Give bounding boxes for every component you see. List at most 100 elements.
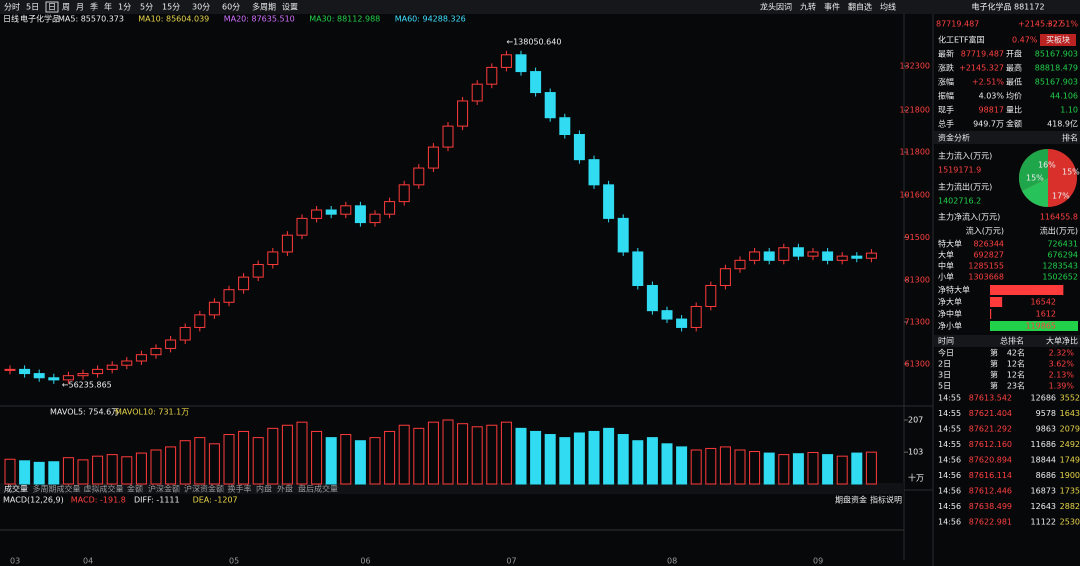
period-tab[interactable]: 日 [48, 3, 56, 12]
net-flow-bar [990, 285, 1064, 295]
period-tab[interactable]: 30分 [192, 3, 210, 12]
volume-bar [340, 434, 352, 485]
candle [194, 314, 206, 328]
candle [617, 217, 629, 253]
net-flow-label: 净中单 [938, 309, 962, 319]
period-tab[interactable]: 设置 [282, 2, 298, 12]
macd-button[interactable]: 期盘资金 [835, 495, 867, 505]
candle [822, 251, 834, 261]
rank-word: 第 [990, 359, 998, 369]
candle [603, 184, 615, 219]
volume-tab[interactable]: 沪深资金额 [184, 484, 224, 494]
rank-period: 2日 [938, 360, 951, 369]
indicator: MA30: 88112.988 [309, 15, 380, 24]
volume-bar [77, 459, 89, 485]
period-tab[interactable]: 15分 [162, 3, 180, 12]
volume-bar [281, 424, 293, 485]
volume-tab[interactable]: 内盘 [256, 484, 272, 494]
quote-label: 开盘 [1006, 49, 1022, 59]
period-tab[interactable]: 多周期 [252, 2, 276, 12]
period-tab[interactable]: 周 [62, 3, 70, 12]
tick-count: 1749 [1060, 456, 1080, 465]
volume-bar [194, 437, 206, 485]
tool-button[interactable]: 龙头因词 [760, 2, 792, 12]
candle [471, 83, 483, 102]
volume-tab[interactable]: 外盘 [277, 484, 293, 494]
rank-button[interactable]: 排名 [1062, 133, 1078, 143]
volume-tab[interactable]: 成交量 [4, 484, 28, 494]
volume-tab[interactable]: 金额 [127, 484, 143, 494]
tool-button[interactable]: 事件 [824, 2, 840, 12]
macd-button[interactable]: 指标说明 [870, 495, 902, 505]
tick-count: 1643 [1060, 409, 1080, 418]
rank-ratio: 2.32% [1049, 349, 1075, 358]
tool-button[interactable]: 均线 [880, 2, 896, 12]
candle [427, 146, 439, 169]
period-tab[interactable]: 分时 [4, 2, 20, 12]
tick-time: 14:55 [938, 440, 961, 449]
candle [865, 252, 877, 259]
volume-tab[interactable]: 盘后成交量 [298, 484, 338, 494]
candle [62, 375, 74, 381]
quote-label: 振幅 [938, 91, 954, 101]
volume-bar [515, 427, 527, 485]
tool-button[interactable]: 九转 [800, 2, 816, 12]
flow-label: 大单 [938, 250, 954, 260]
tick-price: 87621.404 [969, 409, 1012, 418]
period-tab[interactable]: 60分 [222, 3, 240, 12]
etf-button[interactable]: 买板块 [1046, 35, 1070, 45]
tick-time: 14:55 [938, 394, 961, 403]
volume-bar [749, 451, 761, 485]
volume-bar [442, 419, 454, 485]
tick-count: 2530 [1060, 518, 1080, 527]
net-flow-bar [990, 309, 992, 319]
candle [530, 71, 542, 94]
section-bg [934, 131, 1080, 144]
tick-count: 2882 [1060, 502, 1080, 511]
volume-bar [486, 424, 498, 485]
net-flow-label: 净大单 [938, 297, 962, 307]
rank-value: 12名 [1007, 370, 1025, 380]
quote-value: 85167.903 [1035, 50, 1078, 59]
period-tab[interactable]: 5分 [140, 3, 153, 12]
last-price: 87719.487 [936, 20, 979, 29]
y-tick-label: 101600 [899, 190, 930, 199]
volume-bar [150, 449, 162, 485]
section-bg [934, 335, 1080, 347]
candle [676, 318, 688, 328]
tick-price: 87612.160 [969, 440, 1012, 449]
candle [77, 373, 89, 377]
tool-button[interactable]: 翻自选 [848, 2, 872, 12]
tick-time: 14:56 [938, 518, 961, 527]
volume-tab[interactable]: 虚拟成交量 [84, 484, 124, 494]
y-tick-label: 71300 [905, 317, 930, 326]
volume-bar [427, 421, 439, 485]
tick-count: 1900 [1060, 471, 1080, 480]
period-tab[interactable]: 5日 [26, 3, 39, 12]
volume-bar [573, 432, 585, 485]
volume-bar [632, 440, 644, 485]
period-tab[interactable]: 季 [90, 2, 98, 12]
volume-bar [267, 427, 279, 485]
inflow: 1519171.9 [938, 166, 981, 175]
volume-tab[interactable]: 多周期成交量 [33, 484, 81, 494]
tick-price: 87613.542 [969, 394, 1012, 403]
volume-bar [851, 452, 863, 485]
quote-value: 4.03% [979, 92, 1005, 101]
period-tab[interactable]: 月 [76, 3, 84, 12]
period-tab[interactable]: 年 [104, 2, 112, 12]
etf-pct: 0.47% [1012, 36, 1038, 45]
tick-price: 87621.292 [969, 425, 1012, 434]
x-tick-label: 03 [10, 557, 20, 566]
candle [646, 284, 658, 312]
y-tick-label: 207 [908, 416, 923, 425]
tick-volume: 9578 [1036, 409, 1056, 418]
quote-value: 418.9亿 [1047, 119, 1078, 129]
volume-tab[interactable]: 换手率 [228, 484, 252, 494]
x-tick-label: 09 [813, 557, 823, 566]
volume-bar [121, 456, 133, 485]
candle [763, 251, 775, 261]
volume-bar [763, 452, 775, 485]
volume-tab[interactable]: 沪深金额 [148, 484, 180, 494]
period-tab[interactable]: 1分 [118, 3, 131, 12]
